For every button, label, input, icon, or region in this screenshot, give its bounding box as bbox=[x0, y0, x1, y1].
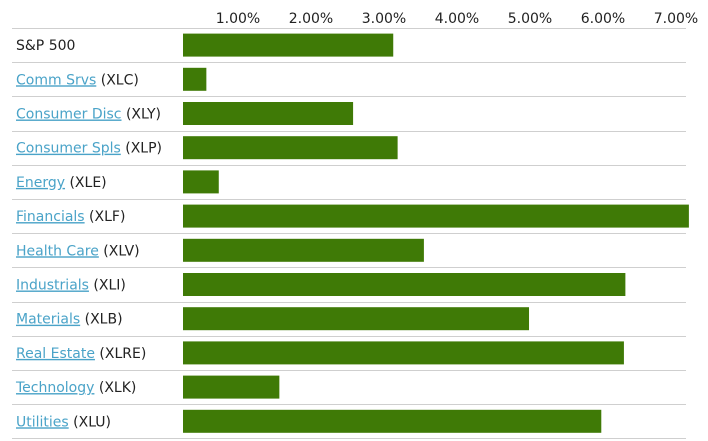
x-tick-label: 6.00% bbox=[581, 11, 625, 27]
bar bbox=[183, 341, 624, 365]
bar bbox=[183, 307, 530, 331]
ticker-label: (XLU) bbox=[69, 414, 111, 430]
sector-link[interactable]: Materials bbox=[16, 312, 80, 328]
bar bbox=[183, 204, 689, 228]
sector-link[interactable]: Utilities bbox=[16, 414, 69, 430]
category-label: Consumer Spls (XLP) bbox=[16, 141, 162, 157]
x-tick-label: 4.00% bbox=[435, 11, 479, 27]
sector-link[interactable]: Industrials bbox=[16, 278, 89, 294]
bar bbox=[183, 170, 219, 194]
x-tick-label: 1.00% bbox=[216, 11, 260, 27]
ticker-label: (XLB) bbox=[80, 312, 122, 328]
ticker-label: (XLV) bbox=[99, 243, 140, 259]
bar bbox=[183, 136, 398, 160]
ticker-label: (XLI) bbox=[89, 278, 126, 294]
category-label: Materials (XLB) bbox=[16, 312, 123, 328]
sector-link[interactable]: Financials bbox=[16, 209, 85, 225]
bar bbox=[183, 409, 602, 433]
category-label: Health Care (XLV) bbox=[16, 243, 140, 259]
sector-link[interactable]: Consumer Disc bbox=[16, 107, 122, 123]
bar bbox=[183, 67, 207, 91]
bar bbox=[183, 375, 280, 399]
category-label: S&P 500 bbox=[16, 38, 75, 54]
sector-link[interactable]: Real Estate bbox=[16, 346, 95, 362]
x-tick-label: 5.00% bbox=[508, 11, 552, 27]
ticker-label: (XLF) bbox=[85, 209, 126, 225]
sector-link[interactable]: Energy bbox=[16, 175, 65, 191]
ticker-label: (XLP) bbox=[121, 141, 162, 157]
sector-link[interactable]: Comm Srvs bbox=[16, 72, 96, 88]
sector-link[interactable]: Technology bbox=[15, 380, 94, 396]
category-label: Energy (XLE) bbox=[16, 175, 107, 191]
ticker-label: (XLE) bbox=[65, 175, 107, 191]
category-label: Technology (XLK) bbox=[15, 380, 136, 396]
x-tick-label: 2.00% bbox=[289, 11, 333, 27]
bar bbox=[183, 102, 354, 125]
category-label: Utilities (XLU) bbox=[16, 414, 111, 430]
sector-link[interactable]: Health Care bbox=[16, 243, 99, 259]
ticker-label: (XLK) bbox=[94, 380, 136, 396]
sector-link[interactable]: Consumer Spls bbox=[16, 141, 121, 157]
bar bbox=[183, 273, 626, 296]
category-label: Real Estate (XLRE) bbox=[16, 346, 146, 362]
bar bbox=[183, 238, 424, 262]
ticker-label: (XLC) bbox=[96, 72, 139, 88]
category-label: Consumer Disc (XLY) bbox=[16, 107, 161, 123]
category-label: Financials (XLF) bbox=[16, 209, 125, 225]
benchmark-name: S&P 500 bbox=[16, 38, 75, 54]
ticker-label: (XLRE) bbox=[95, 346, 146, 362]
ticker-label: (XLY) bbox=[122, 107, 161, 123]
bar bbox=[183, 33, 394, 57]
category-label: Comm Srvs (XLC) bbox=[16, 72, 139, 88]
x-tick-label: 3.00% bbox=[362, 11, 406, 27]
x-tick-label: 7.00% bbox=[654, 11, 698, 27]
category-label: Industrials (XLI) bbox=[16, 278, 126, 294]
